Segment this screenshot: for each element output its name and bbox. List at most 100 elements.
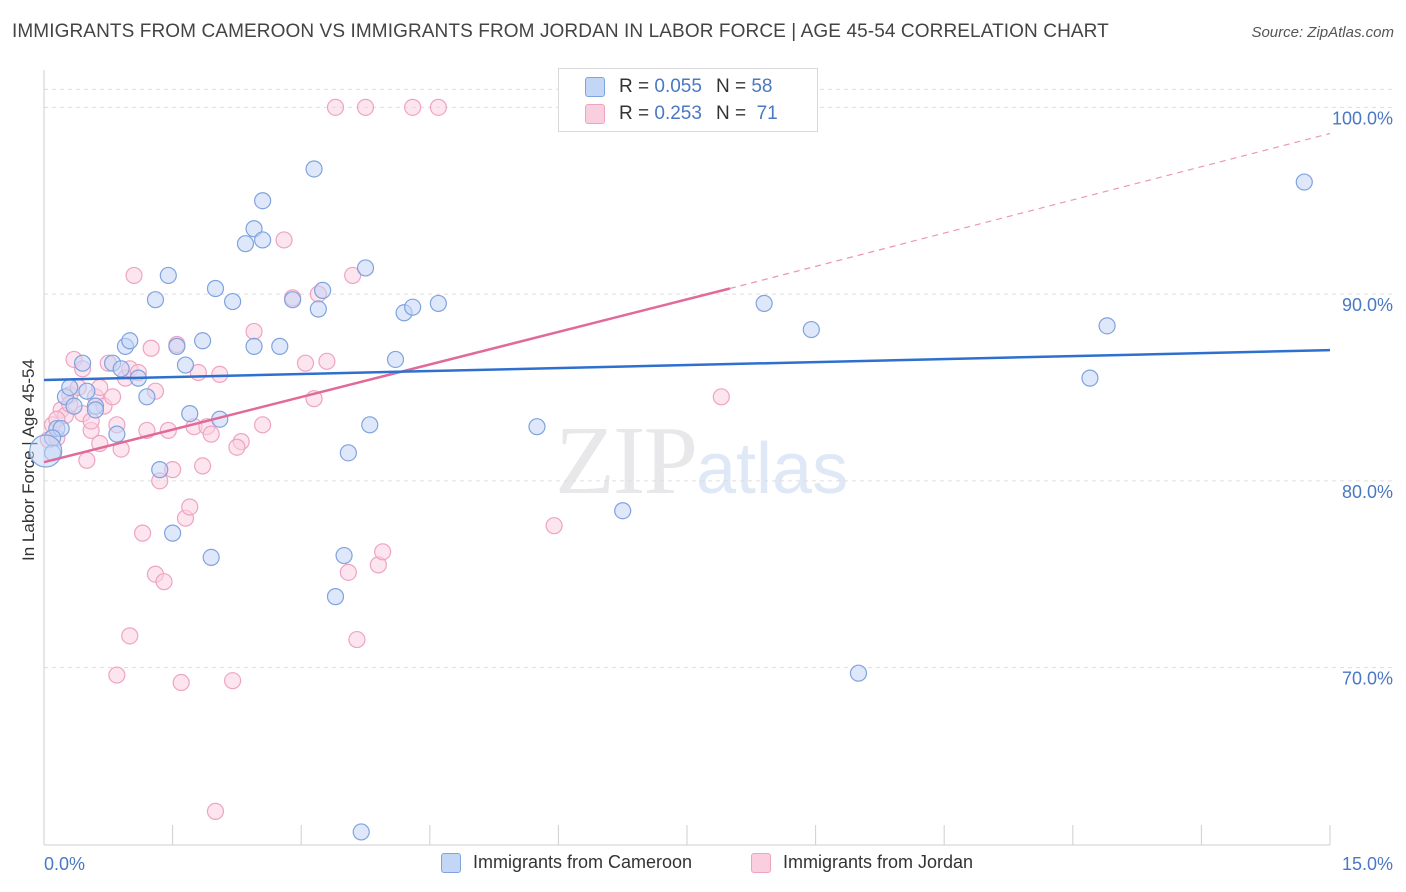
legend-label-cameroon: Immigrants from Cameroon (473, 852, 693, 872)
jordan-trend-extension (729, 132, 1331, 290)
jordan-point (121, 627, 139, 645)
cameroon-point (146, 291, 165, 309)
cameroon-point (1081, 369, 1099, 387)
legend-n-value: 58 (751, 76, 773, 97)
jordan-point (374, 543, 392, 561)
cameroon-point (151, 461, 169, 479)
cameroon-point (528, 418, 546, 436)
legend-swatch-jordan (585, 104, 605, 124)
legend-label-jordan: Immigrants from Jordan (783, 852, 974, 872)
legend-row-cameroon: R = 0.055 N = 58 (585, 75, 772, 99)
jordan-trend-line (43, 287, 731, 464)
y-tick-labels: 70.0% 80.0% 90.0% 100.0% (1332, 108, 1393, 688)
jordan-point (545, 517, 563, 535)
cameroon-point (112, 360, 130, 378)
legend-swatch-cameroon (585, 77, 605, 97)
jordan-point (155, 573, 173, 591)
cameroon-trend-line (43, 348, 1331, 382)
jordan-point (326, 98, 345, 116)
legend-n-label: N = (715, 76, 747, 97)
cameroon-point (356, 259, 375, 277)
cameroon-point (271, 337, 289, 355)
legend-n-label: N = (715, 103, 747, 124)
cameroon-point (73, 354, 92, 372)
series-legend: Immigrants from Cameroon Immigrants from… (0, 852, 1406, 876)
y-tick-label: 70.0% (1342, 669, 1393, 689)
cameroon-point (254, 192, 272, 210)
jordan-point (133, 524, 152, 542)
legend-swatch-jordan (751, 852, 771, 873)
jordan-point (172, 673, 190, 692)
cameroon-point (159, 266, 177, 285)
correlation-legend: R = 0.055 N = 58 R = 0.253 N = 71 (558, 68, 818, 132)
cameroon-point (1295, 173, 1313, 191)
jordan-point (194, 457, 212, 475)
cameroon-point (194, 332, 212, 350)
x-ticks (172, 825, 1331, 845)
cameroon-point (326, 588, 345, 606)
jordan-point (125, 266, 143, 285)
y-tick-label: 80.0% (1342, 482, 1393, 502)
cameroon-point (1098, 317, 1116, 335)
cameroon-point (314, 281, 332, 299)
cameroon-point (202, 548, 220, 567)
cameroon-point (176, 356, 195, 374)
y-tick-label: 100.0% (1332, 108, 1393, 128)
jordan-point (429, 98, 447, 116)
legend-r-value: 0.055 (654, 76, 702, 97)
series-cameroon-points (29, 160, 1313, 841)
jordan-point (339, 563, 357, 581)
x-tick-label-min: 0.0% (44, 854, 85, 874)
cameroon-point (361, 416, 379, 434)
cameroon-point (614, 502, 632, 520)
cameroon-point (404, 298, 422, 316)
x-tick-label-max: 15.0% (1342, 854, 1393, 874)
cameroon-point (121, 332, 139, 350)
trend-lines (43, 132, 1331, 464)
jordan-point (344, 266, 362, 285)
cameroon-point (108, 425, 126, 443)
jordan-point (181, 498, 199, 516)
jordan-point (404, 98, 422, 116)
jordan-point (202, 425, 220, 443)
cameroon-point (164, 524, 182, 542)
gridlines (44, 88, 1392, 669)
axes (43, 70, 1330, 846)
cameroon-point (849, 664, 868, 682)
cameroon-point (78, 382, 96, 400)
cameroon-point (138, 388, 156, 406)
cameroon-point (86, 401, 105, 419)
watermark-zip: ZIP (555, 407, 698, 515)
watermark-atlas: atlas (696, 429, 849, 509)
jordan-point (275, 231, 293, 249)
cameroon-point (224, 292, 242, 311)
jordan-point (245, 322, 263, 341)
cameroon-point (245, 337, 263, 355)
watermark: ZIPatlas (555, 405, 848, 517)
jordan-point (228, 438, 246, 456)
cameroon-point (386, 350, 405, 369)
jordan-point (78, 451, 96, 469)
jordan-point (206, 802, 225, 820)
y-tick-label: 90.0% (1342, 295, 1393, 315)
cameroon-point (284, 291, 302, 309)
jordan-point (254, 416, 272, 434)
y-axis-label: In Labor Force | Age 45-54 (19, 359, 38, 561)
cameroon-point (206, 279, 225, 298)
legend-r-value: 0.253 (654, 103, 702, 124)
jordan-point (103, 388, 122, 406)
cameroon-point (335, 546, 353, 565)
jordan-point (142, 339, 160, 357)
cameroon-point (305, 160, 323, 178)
chart-title: IMMIGRANTS FROM CAMEROON VS IMMIGRANTS F… (12, 21, 1109, 42)
jordan-point (296, 354, 315, 372)
legend-swatch-cameroon (441, 852, 461, 873)
jordan-point (348, 630, 366, 649)
cameroon-point (181, 405, 199, 423)
cameroon-point (352, 823, 370, 841)
legend-row-jordan: R = 0.253 N = 71 (585, 102, 778, 126)
cameroon-point (802, 320, 820, 339)
legend-r-label: R = (619, 103, 650, 124)
cameroon-point (254, 231, 272, 249)
